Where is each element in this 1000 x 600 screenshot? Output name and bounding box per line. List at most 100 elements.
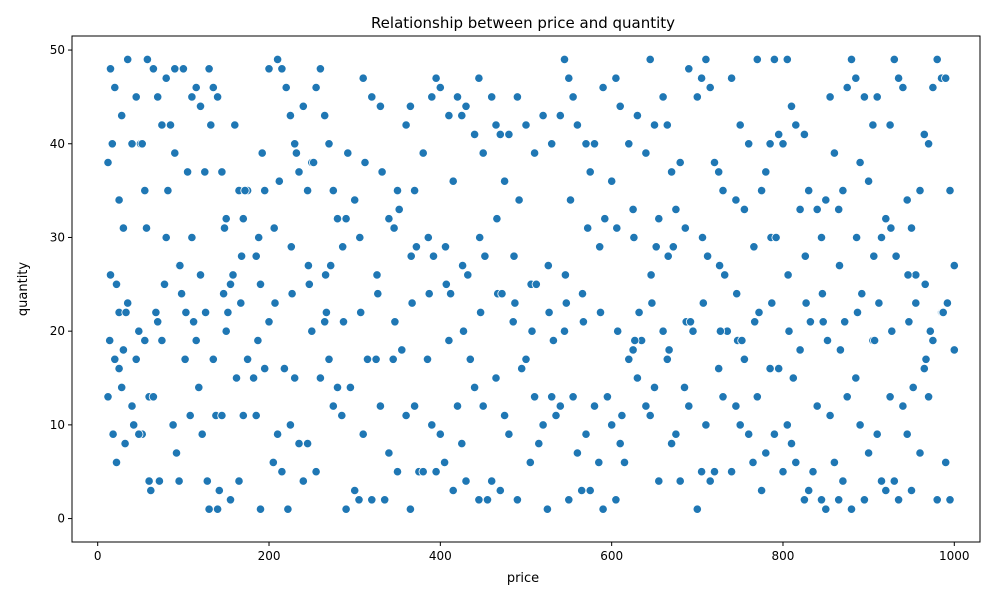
data-point bbox=[928, 335, 938, 346]
data-point bbox=[868, 120, 878, 130]
data-point bbox=[448, 485, 458, 496]
data-point bbox=[709, 467, 720, 477]
data-point bbox=[302, 186, 313, 196]
data-point bbox=[938, 307, 948, 317]
data-point bbox=[213, 92, 223, 102]
data-point bbox=[495, 485, 505, 496]
data-point bbox=[341, 504, 351, 514]
data-point bbox=[817, 289, 828, 299]
data-points bbox=[103, 54, 959, 514]
data-point bbox=[418, 467, 428, 477]
data-point bbox=[269, 223, 279, 233]
data-point bbox=[123, 54, 133, 65]
x-tick-label: 1000 bbox=[939, 549, 970, 563]
data-point bbox=[778, 467, 788, 477]
data-point bbox=[508, 317, 518, 327]
data-point bbox=[902, 195, 912, 205]
data-point bbox=[765, 363, 775, 374]
chart-title: Relationship between price and quantity bbox=[371, 14, 675, 32]
data-point bbox=[872, 429, 882, 439]
data-point bbox=[200, 167, 210, 177]
data-point bbox=[805, 317, 816, 327]
data-point bbox=[786, 438, 797, 449]
data-point bbox=[225, 279, 236, 289]
data-point bbox=[270, 298, 280, 308]
data-point bbox=[234, 476, 244, 486]
data-point bbox=[812, 401, 822, 411]
data-point bbox=[538, 420, 548, 430]
data-point bbox=[153, 317, 163, 327]
data-point bbox=[174, 476, 184, 486]
data-point bbox=[715, 326, 726, 336]
data-point bbox=[911, 298, 921, 308]
data-point bbox=[564, 73, 574, 83]
data-point bbox=[204, 504, 214, 514]
data-point bbox=[893, 495, 904, 505]
data-point bbox=[521, 120, 531, 130]
data-point bbox=[908, 382, 918, 392]
data-point bbox=[731, 195, 741, 205]
data-point bbox=[373, 289, 383, 299]
data-point bbox=[662, 354, 672, 364]
data-point bbox=[842, 392, 852, 402]
data-point bbox=[915, 186, 925, 196]
data-point bbox=[696, 467, 707, 477]
data-point bbox=[547, 139, 557, 149]
data-point bbox=[611, 73, 621, 83]
data-point bbox=[795, 204, 805, 214]
data-point bbox=[452, 401, 463, 411]
data-point bbox=[257, 148, 267, 158]
x-axis-label: price bbox=[507, 571, 539, 586]
data-point bbox=[692, 92, 702, 102]
data-point bbox=[223, 307, 233, 317]
data-point bbox=[583, 223, 593, 233]
data-point bbox=[767, 298, 777, 308]
data-point bbox=[731, 401, 741, 411]
data-point bbox=[491, 373, 501, 383]
data-point bbox=[495, 129, 505, 139]
data-point bbox=[555, 111, 565, 121]
data-point bbox=[287, 289, 297, 299]
data-point bbox=[264, 317, 274, 327]
data-point bbox=[886, 223, 896, 233]
data-point bbox=[401, 410, 411, 421]
data-point bbox=[272, 429, 283, 439]
data-point bbox=[898, 82, 908, 93]
data-point bbox=[221, 326, 231, 336]
data-point bbox=[311, 467, 321, 477]
data-point bbox=[181, 307, 191, 317]
data-point bbox=[783, 270, 793, 280]
data-point bbox=[671, 429, 681, 439]
data-point bbox=[431, 73, 441, 83]
data-point bbox=[324, 354, 334, 364]
data-point bbox=[298, 476, 308, 486]
data-point bbox=[521, 354, 531, 364]
data-point bbox=[290, 139, 300, 149]
data-point bbox=[788, 373, 798, 383]
data-point bbox=[110, 354, 120, 364]
data-point bbox=[208, 82, 218, 93]
data-point bbox=[928, 82, 938, 93]
data-point bbox=[851, 373, 861, 383]
data-point bbox=[504, 429, 514, 439]
data-point bbox=[632, 111, 643, 121]
data-point bbox=[932, 54, 942, 65]
data-point bbox=[423, 232, 433, 243]
data-point bbox=[696, 73, 707, 83]
data-point bbox=[559, 326, 570, 336]
data-point bbox=[510, 298, 520, 308]
data-point bbox=[142, 54, 152, 65]
data-point bbox=[577, 289, 588, 299]
data-point bbox=[274, 176, 284, 186]
data-point bbox=[668, 242, 678, 252]
data-point bbox=[407, 298, 417, 308]
data-point bbox=[355, 232, 365, 243]
data-point bbox=[304, 279, 314, 289]
data-point bbox=[286, 242, 296, 252]
data-point bbox=[206, 120, 216, 130]
x-tick-label: 400 bbox=[429, 549, 452, 563]
data-point bbox=[887, 326, 897, 336]
y-tick-label: 40 bbox=[50, 137, 65, 151]
data-point bbox=[800, 251, 810, 261]
